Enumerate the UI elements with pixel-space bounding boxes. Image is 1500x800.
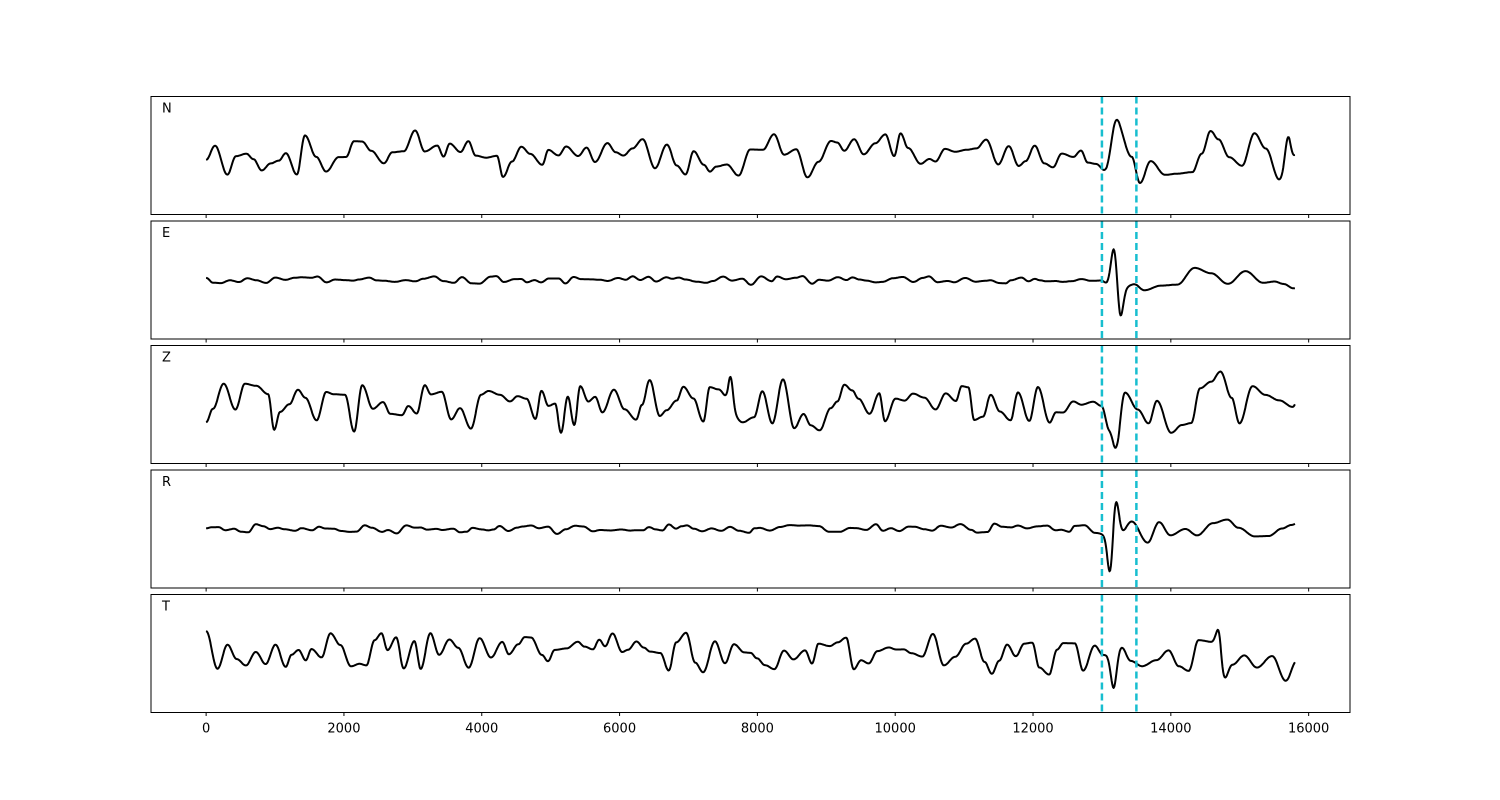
x-tick-label: 4000 — [465, 722, 498, 737]
panel-frame — [150, 594, 1351, 713]
panel-label: Z — [162, 351, 171, 366]
trace-panels: N E Z R T — [150, 96, 1351, 716]
x-tick-label: 12000 — [1012, 722, 1053, 737]
trace-z — [205, 370, 1296, 449]
panel-label: E — [162, 226, 170, 241]
panel-r: R — [150, 469, 1351, 592]
x-tick-label: 0 — [202, 722, 210, 737]
x-tick-label: 2000 — [327, 722, 360, 737]
x-tick-label: 14000 — [1150, 722, 1191, 737]
x-axis: 0 2000 4000 6000 8000 10000 12000 14000 16000 — [202, 722, 1329, 737]
panel-frame — [150, 345, 1351, 464]
x-tick-label: 8000 — [741, 722, 774, 737]
x-tick-label: 10000 — [875, 722, 916, 737]
panel-label: R — [162, 475, 171, 490]
panel-frame — [150, 96, 1351, 215]
panel-z: Z — [150, 345, 1351, 467]
panel-label: N — [162, 102, 172, 117]
trace-n — [205, 118, 1296, 184]
panel-frame — [150, 469, 1351, 589]
panel-n: N — [150, 96, 1351, 218]
panel-e: E — [150, 220, 1351, 343]
x-tick-label: 16000 — [1288, 722, 1329, 737]
x-tick-label: 6000 — [603, 722, 636, 737]
trace-e — [205, 248, 1296, 317]
trace-t — [205, 628, 1296, 689]
panel-t: T — [150, 594, 1351, 716]
panel-label: T — [161, 600, 170, 615]
panel-frame — [150, 220, 1351, 340]
trace-r — [205, 501, 1296, 573]
